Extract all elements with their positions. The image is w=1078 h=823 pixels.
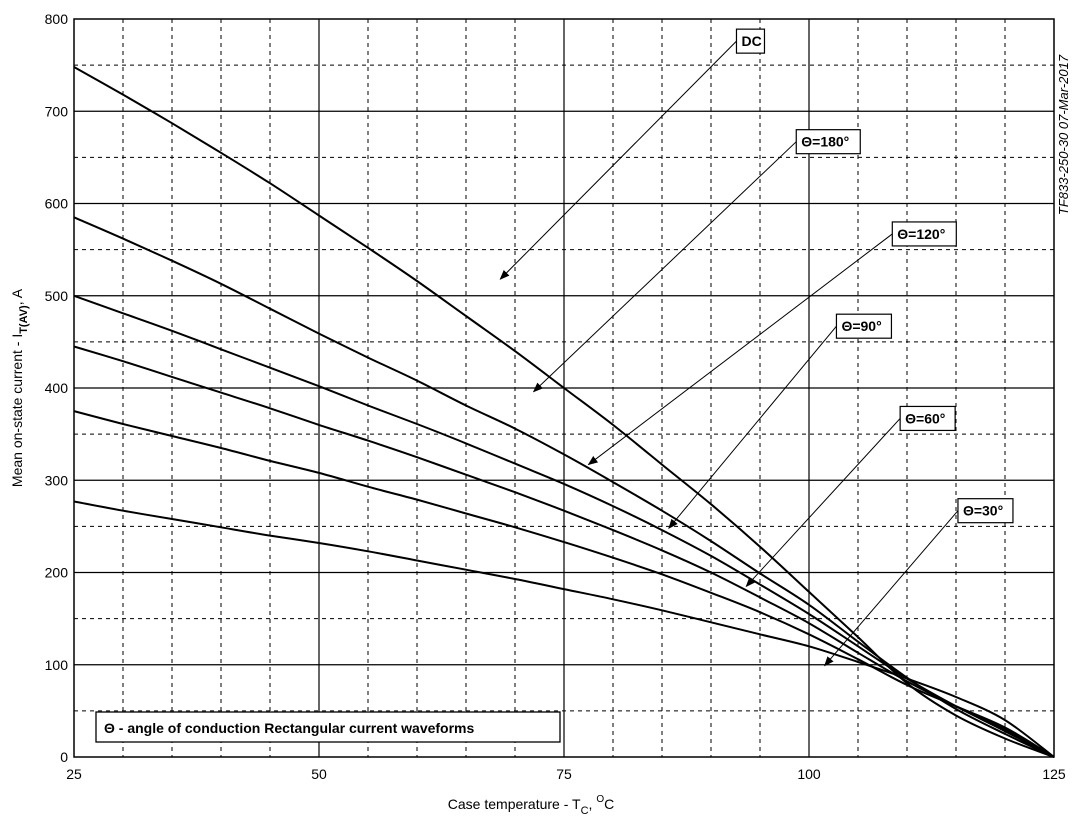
annotation-arrow (824, 510, 959, 667)
annotation-box (899, 405, 956, 432)
series-label: Θ=120° (897, 226, 945, 242)
y-tick-label: 800 (45, 11, 69, 27)
plot-frame (73, 18, 1055, 758)
y-tick-label: 300 (45, 472, 69, 488)
annotation-arrow (532, 141, 797, 393)
series-line (73, 410, 1055, 758)
series-label: Θ=60° (905, 410, 945, 426)
y-tick-label: 600 (45, 196, 69, 212)
legend-note: Θ - angle of conduction Rectangular curr… (104, 720, 474, 736)
x-axis-title-tail: , (589, 796, 597, 812)
x-tick-label: 125 (1042, 766, 1066, 782)
series-label: Θ=30° (963, 503, 1003, 519)
series-line (73, 294, 1055, 758)
legend-note-box: Θ - angle of conduction Rectangular curr… (95, 711, 561, 743)
annotation-arrow (499, 40, 737, 280)
y-tick-labels: 0 100 200 300 400 500 600 700 800 (45, 11, 69, 765)
annotation-box (735, 28, 766, 54)
series-line (73, 216, 1055, 758)
x-tick-label: 75 (556, 766, 572, 782)
x-tick-label: 50 (311, 766, 327, 782)
y-tick-label: 200 (45, 565, 69, 581)
y-tick-label: 700 (45, 103, 69, 119)
annotation-arrow (587, 233, 893, 466)
series-layer (73, 66, 1055, 758)
x-tick-label: 100 (797, 766, 821, 782)
annotation-box (795, 129, 861, 155)
x-axis-title-sub: C (581, 805, 589, 817)
annotation-box (835, 313, 893, 339)
x-axis-title: Case temperature - TC, OC (448, 794, 614, 817)
y-axis-title-tail: , A (9, 288, 25, 305)
y-tick-label: 500 (45, 288, 69, 304)
y-axis-title: Mean on-state current - IT(AV), A (9, 288, 30, 487)
series-label: DC (741, 33, 761, 49)
annotation-layer: DC Θ=180° Θ=120° Θ=90° Θ=60° Θ=30° (499, 28, 1014, 667)
x-axis-title-main: Case temperature - T (448, 796, 581, 812)
x-axis-title-unit: C (604, 796, 614, 812)
y-tick-label: 100 (45, 657, 69, 673)
y-axis-title-main: Mean on-state current - I (9, 334, 25, 487)
series-line (73, 500, 1055, 758)
series-label: Θ=90° (841, 318, 881, 334)
annotation-box (891, 221, 957, 247)
y-tick-label: 0 (60, 749, 68, 765)
x-tick-labels: 25 50 75 100 125 (66, 766, 1066, 782)
series-label: Θ=180° (801, 134, 849, 150)
annotation-arrow (745, 418, 901, 588)
y-axis-title-sub: T(AV) (18, 305, 30, 334)
y-tick-label: 400 (45, 380, 69, 396)
document-stamp: TF833-250-30 07-Mar-2017 (1056, 54, 1071, 215)
annotation-box (957, 498, 1014, 524)
x-axis-title-unit-sup: O (596, 794, 604, 805)
x-tick-label: 25 (66, 766, 82, 782)
annotation-arrow (668, 325, 837, 529)
